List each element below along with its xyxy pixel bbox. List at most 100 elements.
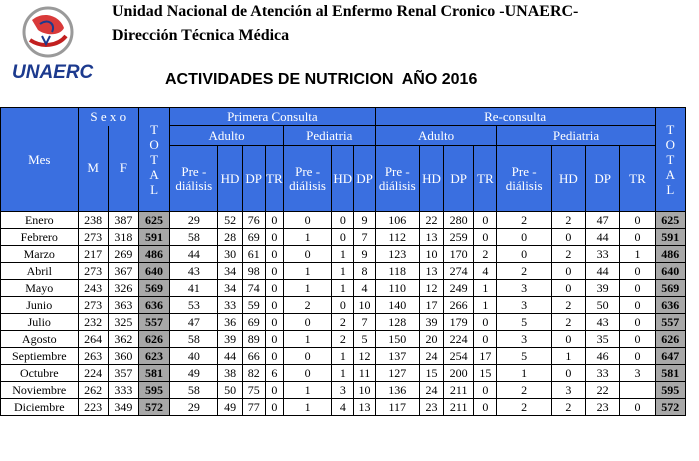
- cell-pa-tr: 0: [264, 245, 284, 263]
- cell-rp-pre: 5: [496, 313, 552, 331]
- cell-ra-pre: 123: [374, 245, 420, 263]
- table-row: Octubre 224 357 581 49 38 82 6 0 1 11 127 15 200 15 1 0 3…: [0, 364, 687, 382]
- cell-mes: Diciembre: [0, 398, 79, 416]
- cell-total: 557: [137, 313, 171, 331]
- cell-pp-pre: 0: [282, 245, 333, 263]
- cell-pa-tr: 0: [264, 262, 284, 280]
- cell-ra-dp: 211: [443, 398, 475, 416]
- cell-m: 224: [77, 364, 109, 382]
- col-header-sexo: S e x o: [77, 107, 139, 126]
- cell-mes: Abril: [0, 262, 79, 280]
- cell-total2: 647: [654, 347, 687, 365]
- cell-rp-pre: 3: [496, 330, 552, 348]
- cell-pa-hd: 38: [217, 364, 243, 382]
- cell-m: 262: [77, 381, 109, 399]
- cell-pa-hd: 33: [217, 296, 243, 314]
- cell-rp-hd: 2: [550, 211, 587, 229]
- cell-pp-hd: 0: [331, 296, 355, 314]
- cell-pa-hd: 34: [217, 262, 243, 280]
- cell-ra-hd: 22: [418, 211, 445, 229]
- cell-pa-hd: 39: [217, 330, 243, 348]
- cell-rp-hd: 0: [550, 262, 587, 280]
- cell-rp-tr: [619, 381, 656, 399]
- cell-rp-tr: 0: [619, 330, 656, 348]
- cell-pp-dp: 10: [353, 381, 376, 399]
- cell-pa-dp: 69: [241, 228, 266, 246]
- cell-pa-pre: 29: [169, 211, 219, 229]
- cell-pp-pre: 0: [282, 313, 333, 331]
- cell-m: 273: [77, 262, 109, 280]
- cell-total: 626: [137, 330, 171, 348]
- cell-f: 367: [107, 262, 139, 280]
- cell-rp-dp: 22: [585, 381, 621, 399]
- cell-pa-hd: 50: [217, 381, 243, 399]
- cell-ra-hd: 20: [418, 330, 445, 348]
- col-header-pa-hd: HD: [217, 145, 243, 212]
- cell-total2: 572: [654, 398, 687, 416]
- cell-pp-hd: 2: [331, 330, 355, 348]
- cell-ra-tr: 0: [473, 313, 498, 331]
- cell-rp-tr: 0: [619, 347, 656, 365]
- cell-pa-hd: 36: [217, 313, 243, 331]
- cell-ra-dp: 249: [443, 279, 475, 297]
- cell-rp-pre: 2: [496, 262, 552, 280]
- cell-pa-pre: 58: [169, 330, 219, 348]
- cell-ra-hd: 23: [418, 398, 445, 416]
- col-header-pp-predialisis: Pre - diálisis: [282, 145, 333, 212]
- cell-pp-pre: 1: [282, 228, 333, 246]
- cell-pp-dp: 9: [353, 245, 376, 263]
- cell-rp-pre: 0: [496, 228, 552, 246]
- cell-ra-hd: 24: [418, 381, 445, 399]
- logo-text: UNAERC: [12, 62, 94, 83]
- col-header-pp-dp: DP: [353, 145, 376, 212]
- cell-total2: 581: [654, 364, 687, 382]
- cell-rp-hd: 0: [550, 228, 587, 246]
- cell-f: 325: [107, 313, 139, 331]
- cell-pa-dp: 82: [241, 364, 266, 382]
- cell-pa-pre: 40: [169, 347, 219, 365]
- cell-ra-dp: 280: [443, 211, 475, 229]
- cell-rp-dp: 46: [585, 347, 621, 365]
- table-row: Marzo 217 269 486 44 30 61 0 0 1 9 123 10 170 2 0 2 33 1 48…: [0, 245, 687, 263]
- cell-pp-pre: 2: [282, 296, 333, 314]
- cell-pp-pre: 1: [282, 330, 333, 348]
- cell-total2: 569: [654, 279, 687, 297]
- cell-pp-pre: 1: [282, 262, 333, 280]
- cell-pp-hd: 1: [331, 279, 355, 297]
- col-header-primera-consulta: Primera Consulta: [169, 107, 376, 126]
- cell-m: 263: [77, 347, 109, 365]
- cell-ra-pre: 137: [374, 347, 420, 365]
- col-header-f: F: [107, 125, 139, 212]
- cell-f: 360: [107, 347, 139, 365]
- cell-m: 273: [77, 296, 109, 314]
- col-header-re-adulto: Adulto: [374, 125, 498, 146]
- cell-pa-pre: 44: [169, 245, 219, 263]
- table-row: Septiembre 263 360 623 40 44 66 0 0 1 12 137 24 254 17…: [0, 347, 687, 365]
- col-header-ra-hd: HD: [418, 145, 445, 212]
- cell-ra-dp: 274: [443, 262, 475, 280]
- cell-pa-dp: 98: [241, 262, 266, 280]
- cell-total: 572: [137, 398, 171, 416]
- cell-ra-hd: 17: [418, 296, 445, 314]
- cell-pp-dp: 8: [353, 262, 376, 280]
- cell-rp-pre: 2: [496, 398, 552, 416]
- cell-rp-dp: 39: [585, 279, 621, 297]
- cell-ra-dp: 179: [443, 313, 475, 331]
- cell-pp-dp: 9: [353, 211, 376, 229]
- cell-pp-hd: 1: [331, 262, 355, 280]
- cell-ra-tr: 0: [473, 211, 498, 229]
- cell-pa-dp: 66: [241, 347, 266, 365]
- cell-ra-hd: 13: [418, 262, 445, 280]
- col-header-pp-hd: HD: [331, 145, 355, 212]
- cell-total2: 595: [654, 381, 687, 399]
- cell-ra-hd: 15: [418, 364, 445, 382]
- cell-mes: Junio: [0, 296, 79, 314]
- cell-total2: 625: [654, 211, 687, 229]
- cell-pp-hd: 1: [331, 364, 355, 382]
- col-header-rp-hd: HD: [550, 145, 587, 212]
- cell-f: 269: [107, 245, 139, 263]
- cell-pa-pre: 43: [169, 262, 219, 280]
- cell-ra-dp: 211: [443, 381, 475, 399]
- cell-ra-tr: 0: [473, 381, 498, 399]
- cell-rp-dp: 47: [585, 211, 621, 229]
